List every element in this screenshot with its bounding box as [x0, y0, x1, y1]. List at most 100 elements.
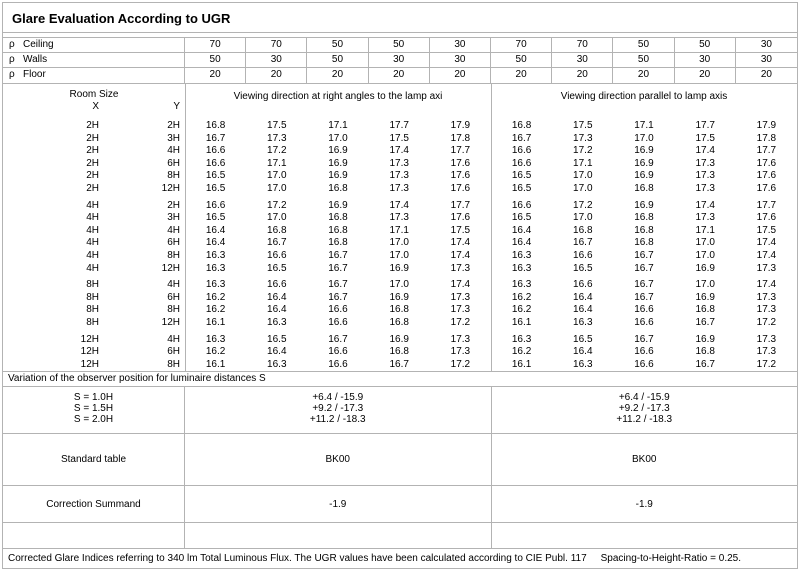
rho-value-cell: 20 [760, 69, 772, 80]
footer-note: Corrected Glare Indices referring to 340… [3, 549, 797, 568]
s-variation-value: +11.2 / -18.3 [309, 414, 366, 426]
rho-value-cell: 20 [552, 68, 614, 83]
ugr-value-cell: 16.2 [205, 346, 226, 358]
ugr-value-cell: 17.3 [756, 333, 777, 345]
ugr-value-cell: 16.2 [205, 291, 226, 303]
ugr-value-cell: 16.7 [328, 262, 348, 274]
ugr-value-cell: 17.2 [267, 145, 287, 157]
ugr-value-cell: 16.8 [695, 304, 715, 316]
rho-value-cell: 20 [613, 68, 675, 83]
ugr-value-cell: 16.6 [328, 316, 348, 328]
room-size-group: 2H 2H 16.8 17.5 17.1 17.7 17.9 16.8 17.5 17.1 17.7… [3, 120, 797, 196]
ugr-value-cell: 16.3 [511, 279, 532, 291]
ugr-value-cell: 17.9 [756, 120, 777, 131]
ugr-value-cell: 16.7 [695, 316, 715, 328]
ugr-value-cell: 17.3 [267, 132, 287, 144]
table-row: 8H 4H 16.3 16.6 16.7 17.0 17.4 16.3 16.6 16.7 17.0… [3, 279, 797, 292]
ugr-value-cell: 16.3 [511, 333, 532, 345]
ugr-y-cell: 4H [167, 333, 180, 345]
s-variation-value: +6.4 / -15.9 [312, 392, 364, 404]
ugr-value-cell: 17.0 [695, 237, 715, 249]
ugr-value-cell: 16.4 [267, 291, 287, 303]
ugr-value-cell: 16.9 [634, 145, 654, 157]
ugr-value-cell: 17.4 [450, 237, 471, 249]
standard-table-value: BK00 [632, 454, 657, 466]
ugr-value-cell: 16.9 [389, 291, 409, 303]
ugr-value-cell: 17.3 [389, 157, 409, 169]
ugr-value-cell: 17.2 [267, 199, 287, 211]
table-row: 12H 6H 16.2 16.4 16.6 16.8 17.3 16.2 16.4 16.6 16.… [3, 346, 797, 359]
ugr-value-cell: 17.9 [450, 120, 471, 131]
ugr-x-cell: 4H [86, 262, 99, 274]
ugr-value-cell: 16.4 [205, 224, 226, 236]
ugr-value-cell: 16.6 [634, 346, 654, 358]
ugr-value-cell: 16.9 [695, 333, 715, 345]
ugr-value-cell: 16.4 [511, 237, 532, 249]
ugr-value-cell: 16.8 [328, 224, 348, 236]
ugr-y-cell: 6H [167, 237, 180, 249]
ugr-value-cell: 17.0 [328, 132, 348, 144]
ugr-value-cell: 17.3 [756, 346, 777, 358]
ugr-y-cell: 2H [167, 120, 180, 131]
ugr-value-cell: 17.0 [695, 279, 715, 291]
table-row: 2H 2H 16.8 17.5 17.1 17.7 17.9 16.8 17.5 17.1 17.7… [3, 120, 797, 133]
table-row: 2H 3H 16.7 17.3 17.0 17.5 17.8 16.7 17.3 17.0 17.5… [3, 133, 797, 146]
footer-text: Corrected Glare Indices referring to 340… [8, 553, 587, 564]
ugr-value-cell: 17.4 [756, 237, 777, 249]
s-variation-value: +11.2 / -18.3 [616, 414, 673, 426]
ugr-value-cell: 16.8 [328, 212, 348, 224]
ugr-value-cell: 17.2 [573, 199, 593, 211]
rho-value-cell: 70 [491, 38, 553, 53]
ugr-value-cell: 16.6 [328, 346, 348, 358]
ugr-value-cell: 16.8 [634, 182, 654, 194]
ugr-value-cell: 17.0 [573, 182, 593, 194]
ugr-x-cell: 4H [86, 249, 99, 261]
rho-value-cell: 50 [307, 38, 369, 53]
ugr-value-cell: 17.0 [634, 132, 654, 144]
ugr-value-cell: 16.7 [634, 249, 654, 261]
ugr-x-cell: 2H [86, 182, 99, 194]
ugr-value-cell: 17.4 [450, 249, 471, 261]
ugr-value-cell: 16.3 [511, 262, 532, 274]
ugr-value-cell: 16.9 [634, 170, 654, 182]
ugr-value-cell: 17.0 [573, 170, 593, 182]
ugr-x-cell: 2H [86, 120, 99, 131]
ugr-value-cell: 16.9 [328, 199, 348, 211]
room-size-group: 4H 2H 16.6 17.2 16.9 17.4 17.7 16.6 17.2 16.9 17.4… [3, 200, 797, 276]
ugr-table-region: Room Size X Y Viewing direction at right… [3, 84, 797, 373]
ugr-x-cell: 2H [86, 145, 99, 157]
rho-value-cell: 20 [430, 68, 491, 83]
ugr-value-cell: 16.9 [389, 333, 409, 345]
ugr-x-cell: 8H [86, 316, 99, 328]
ugr-x-cell: 2H [86, 132, 99, 144]
ugr-value-cell: 17.3 [756, 291, 777, 303]
ugr-y-cell: 12H [161, 182, 180, 194]
ugr-y-cell: 4H [167, 145, 180, 157]
ugr-value-cell: 17.4 [389, 145, 409, 157]
variation-note: Variation of the observer position for l… [3, 372, 797, 388]
ugr-value-cell: 16.6 [511, 199, 532, 211]
correction-summand-block: Correction Summand -1.9 -1.9 [3, 486, 797, 524]
ugr-value-cell: 16.5 [511, 182, 532, 194]
ugr-value-cell: 17.4 [450, 279, 471, 291]
column-divider [185, 84, 186, 372]
ugr-value-cell: 17.1 [573, 157, 593, 169]
rho-value-cell: 20 [307, 68, 369, 83]
ugr-value-cell: 16.3 [205, 279, 226, 291]
page-title: Glare Evaluation According to UGR [3, 3, 797, 33]
ugr-value-cell: 16.7 [328, 249, 348, 261]
empty-block [3, 523, 797, 550]
ugr-value-cell: 17.4 [389, 199, 409, 211]
s-row-label: S = 1.5H [73, 403, 114, 415]
ugr-value-cell: 16.7 [389, 358, 409, 370]
table-row: 2H 4H 16.6 17.2 16.9 17.4 17.7 16.6 17.2 16.9 17.4… [3, 145, 797, 158]
ugr-value-cell: 16.3 [205, 333, 226, 345]
ugr-value-cell: 16.4 [267, 304, 287, 316]
ugr-value-cell: 17.0 [389, 279, 409, 291]
ugr-value-cell: 17.2 [450, 358, 471, 370]
ugr-value-cell: 17.3 [756, 262, 777, 274]
ugr-value-cell: 16.2 [511, 304, 532, 316]
ugr-y-cell: 8H [167, 358, 180, 370]
ugr-value-cell: 17.1 [267, 157, 287, 169]
